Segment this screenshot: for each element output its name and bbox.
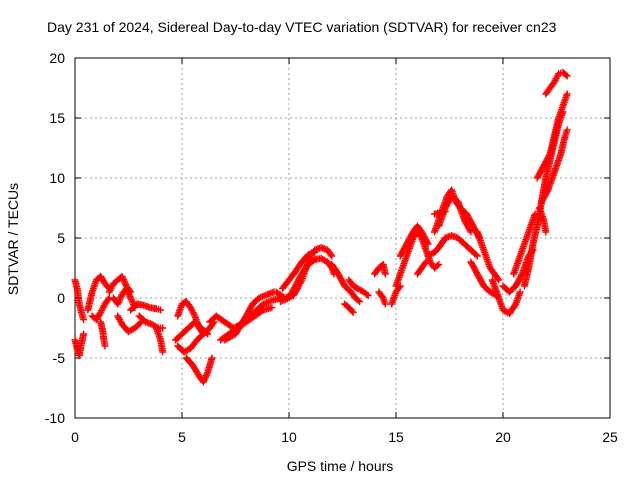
y-tick-label: -10 — [45, 410, 65, 426]
gridlines — [75, 58, 610, 418]
y-axis-label: SDTVAR / TECUs — [5, 183, 21, 295]
data-point-arc-07 — [125, 289, 132, 297]
data-point-arc-15 — [208, 354, 216, 362]
y-tick-label: 20 — [49, 50, 65, 66]
data-point-arc-07 — [126, 292, 134, 300]
data-point-arc-41 — [563, 72, 571, 80]
data-point-arc-08 — [136, 319, 144, 327]
data-point-arc-07 — [125, 291, 133, 299]
data-point-arc-07 — [127, 296, 135, 304]
data-point-arc-06 — [119, 274, 127, 282]
data-point-arc-07 — [114, 300, 122, 308]
x-axis-label: GPS time / hours — [287, 458, 394, 474]
x-tick-label: 25 — [602, 429, 618, 445]
data-point-arc-32 — [466, 227, 474, 234]
data-point-arc-07 — [117, 294, 125, 302]
data-point-arc-30 — [472, 251, 480, 259]
data-point-arc-24 — [364, 292, 372, 300]
data-point-arc-07 — [115, 298, 123, 306]
data-point-arc-43 — [421, 260, 429, 267]
data-point-arc-07 — [116, 295, 124, 303]
data-point-arc-45 — [531, 210, 539, 218]
data-point-arc-33 — [494, 275, 502, 282]
data-point-arc-22 — [311, 248, 319, 256]
data-point-arc-15 — [202, 372, 210, 380]
data-point-arc-20 — [327, 251, 335, 258]
data-point-arc-23 — [354, 296, 362, 304]
data-point-arc-06 — [118, 272, 126, 280]
data-point-arc-42 — [396, 282, 404, 290]
data-point-arc-11 — [159, 348, 167, 356]
data-point-arc-27 — [381, 300, 389, 308]
data-point-arc-15 — [203, 370, 211, 378]
data-point-arc-26 — [381, 270, 389, 278]
data-point-arc-28 — [433, 262, 441, 270]
data-point-arc-39 — [543, 188, 551, 195]
data-point-arc-42 — [395, 284, 403, 291]
data-point-arc-07 — [115, 297, 123, 305]
data-point-arc-04 — [104, 296, 112, 303]
data-point-arc-06 — [120, 277, 128, 285]
data-point-arc-35 — [516, 288, 524, 296]
y-tick-label: 15 — [49, 110, 65, 126]
x-tick-label: 0 — [71, 429, 79, 445]
data-point-arc-35 — [511, 301, 519, 309]
data-point-arc-15 — [200, 376, 208, 384]
data-point-arc-28 — [435, 260, 443, 268]
data-point-arc-05 — [101, 342, 109, 350]
data-point-arc-20 — [328, 252, 336, 260]
data-point-arc-15 — [202, 373, 210, 381]
data-point-arc-01 — [80, 316, 88, 324]
data-point-arc-44 — [431, 210, 439, 218]
data-point-arc-10 — [159, 324, 167, 332]
data-point-arc-41 — [562, 71, 570, 79]
data-point-arc-25 — [349, 308, 357, 316]
chart-title: Day 231 of 2024, Sidereal Day-to-day VTE… — [47, 19, 557, 35]
axis-ticks — [74, 57, 611, 419]
data-point-arc-02 — [80, 330, 88, 338]
x-tick-label: 20 — [495, 429, 511, 445]
data-point-arc-25 — [348, 307, 356, 315]
data-point-arc-24 — [363, 290, 371, 298]
data-point-arc-17 — [268, 304, 276, 312]
data-markers — [71, 68, 571, 386]
x-tick-label: 10 — [281, 429, 297, 445]
y-tick-label: -5 — [53, 350, 66, 366]
data-point-arc-40 — [542, 228, 550, 236]
data-point-arc-30 — [473, 252, 481, 260]
data-point-arc-32 — [467, 228, 475, 236]
data-point-arc-09 — [157, 306, 165, 314]
y-tick-label: 0 — [57, 290, 65, 306]
data-point-arc-07 — [127, 294, 135, 302]
data-point-arc-29 — [424, 240, 432, 248]
y-tick-label: 10 — [49, 170, 65, 186]
data-point-arc-43 — [422, 258, 430, 266]
data-point-arc-33 — [495, 276, 503, 284]
x-tick-label: 15 — [388, 429, 404, 445]
data-point-arc-23 — [356, 298, 364, 306]
data-point-arc-29 — [423, 239, 431, 246]
data-point-arc-06 — [120, 276, 128, 284]
data-point-arc-15 — [201, 375, 209, 383]
data-point-arc-15 — [199, 378, 207, 386]
x-tick-label: 5 — [178, 429, 186, 445]
data-point-arc-38 — [563, 90, 571, 98]
data-point-arc-07 — [128, 297, 136, 305]
data-point-arc-07 — [122, 284, 130, 292]
y-tick-label: 5 — [57, 230, 65, 246]
data-point-arc-07 — [123, 286, 131, 294]
axis-tick-labels: 0 5 10 15 20 25 -10 -5 0 5 10 15 20 — [45, 50, 618, 445]
data-point-arc-07 — [124, 288, 132, 296]
data-point-arc-06 — [121, 279, 129, 287]
data-point-arc-39 — [563, 126, 571, 134]
data-point-arc-38 — [545, 152, 553, 159]
